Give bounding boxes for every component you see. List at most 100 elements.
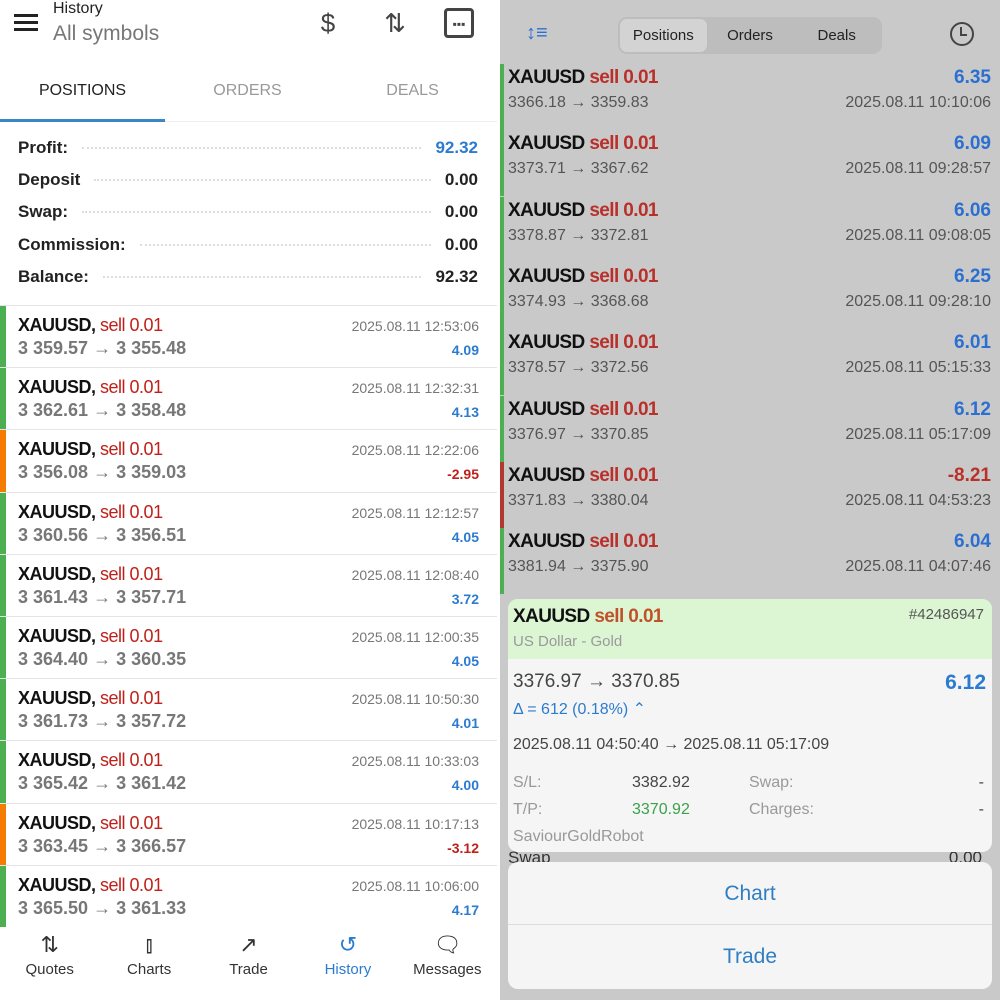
dot-leader — [139, 243, 431, 246]
position-profit: 4.01 — [451, 715, 479, 732]
nav-charts[interactable]: ⫾ Charts — [99, 925, 198, 1000]
segment-deals[interactable]: Deals — [817, 27, 856, 44]
position-prices: 3371.83 → 3380.04 — [508, 491, 649, 509]
charges-label: Charges: — [749, 801, 814, 818]
symbol: XAUUSD, — [18, 501, 96, 522]
segment-orders[interactable]: Orders — [727, 27, 773, 44]
symbol: XAUUSD, — [18, 439, 96, 460]
summary-value: 0.00 — [444, 170, 478, 190]
position-symbol: XAUUSD, sell 0.01 — [18, 377, 163, 398]
position-row[interactable]: XAUUSD, sell 0.01 3 364.40 → 3 360.35 20… — [0, 615, 497, 679]
position-row[interactable]: XAUUSD, sell 0.01 3 365.50 → 3 361.33 20… — [0, 864, 497, 927]
position-row[interactable]: XAUUSD sell 0.01 3378.87 → 3372.81 6.06 … — [500, 196, 1000, 263]
tab-orders[interactable]: ORDERS — [213, 82, 282, 99]
position-row[interactable]: XAUUSD sell 0.01 3378.57 → 3372.56 6.01 … — [500, 329, 1000, 396]
side: sell 0.01 — [100, 377, 163, 398]
position-symbol: XAUUSD, sell 0.01 — [18, 688, 163, 709]
header-subtitle: History — [53, 0, 103, 17]
position-row[interactable]: XAUUSD sell 0.01 3381.94 → 3375.90 6.04 … — [500, 528, 1000, 595]
segment-positions[interactable]: Positions — [620, 19, 707, 52]
tp-value: 3370.92 — [632, 801, 690, 818]
summary-row: Commission: 0.00 — [18, 229, 478, 261]
position-row[interactable]: XAUUSD, sell 0.01 3 361.73 → 3 357.72 20… — [0, 678, 497, 741]
symbol: XAUUSD, — [18, 625, 96, 646]
position-row[interactable]: XAUUSD sell 0.01 3366.18 → 3359.83 6.35 … — [500, 64, 1000, 130]
symbol: XAUUSD — [508, 199, 585, 221]
position-symbol: XAUUSD, sell 0.01 — [18, 875, 163, 896]
position-row[interactable]: XAUUSD, sell 0.01 3 361.43 → 3 357.71 20… — [0, 553, 497, 616]
nav-trade[interactable]: ↗ Trade — [199, 925, 298, 1000]
tab-positions[interactable]: POSITIONS — [38, 82, 127, 99]
symbol-filter[interactable]: All symbols — [53, 22, 160, 45]
summary-label: Balance: — [18, 266, 89, 286]
position-time: 2025.08.11 09:08:05 — [845, 226, 991, 244]
result-bar — [0, 865, 6, 927]
position-row[interactable]: XAUUSD, sell 0.01 3 360.56 → 3 356.51 20… — [0, 491, 497, 554]
side: sell 0.01 — [100, 563, 163, 584]
position-row[interactable]: XAUUSD sell 0.01 3376.97 → 3370.85 6.12 … — [500, 395, 1000, 462]
position-row[interactable]: XAUUSD, sell 0.01 3 363.45 → 3 366.57 20… — [0, 802, 497, 865]
position-symbol: XAUUSD, sell 0.01 — [18, 750, 163, 771]
currency-exchange-icon[interactable]: $ — [320, 8, 336, 38]
result-bar — [0, 306, 6, 368]
result-bar — [0, 679, 6, 741]
result-bar — [500, 528, 504, 595]
position-prices: 3378.57 → 3372.56 — [508, 359, 649, 377]
nav-messages[interactable]: 🗨 Messages — [398, 925, 497, 1000]
symbol: XAUUSD, — [18, 688, 96, 709]
detail-delta[interactable]: Δ = 612 (0.18%) ⌃ — [513, 701, 647, 718]
position-symbol: XAUUSD sell 0.01 — [508, 67, 658, 89]
summary-label: Commission: — [18, 234, 126, 254]
position-time: 2025.08.11 12:32:31 — [351, 380, 479, 397]
position-row[interactable]: XAUUSD sell 0.01 3371.83 → 3380.04 -8.21… — [500, 461, 1000, 528]
position-time: 2025.08.11 10:33:03 — [351, 753, 479, 770]
dot-leader — [102, 275, 422, 278]
position-row[interactable]: XAUUSD, sell 0.01 3 356.08 → 3 359.03 20… — [0, 429, 497, 492]
position-time: 2025.08.11 10:10:06 — [845, 94, 991, 111]
clock-icon[interactable] — [950, 22, 974, 46]
tab-deals[interactable]: DEALS — [386, 82, 439, 99]
position-profit: 6.06 — [954, 199, 991, 221]
summary-value: 0.00 — [444, 202, 478, 222]
side: sell 0.01 — [589, 464, 658, 486]
position-symbol: XAUUSD, sell 0.01 — [18, 626, 163, 647]
sl-value: 3382.92 — [632, 774, 690, 791]
position-prices: 3 361.43 → 3 357.71 — [18, 586, 187, 607]
position-profit: -8.21 — [947, 464, 991, 486]
side: sell 0.01 — [594, 606, 663, 627]
dot-leader — [82, 147, 422, 149]
position-row[interactable]: XAUUSD sell 0.01 3373.71 → 3367.62 6.09 … — [500, 130, 1000, 197]
nav-quotes[interactable]: ⇅ Quotes — [0, 925, 99, 1000]
trade-icon: ↗ — [239, 932, 258, 957]
position-row[interactable]: XAUUSD, sell 0.01 3 365.42 → 3 361.42 20… — [0, 740, 497, 803]
nav-label: Quotes — [25, 961, 74, 978]
symbol: XAUUSD — [508, 265, 585, 287]
nav-label: Trade — [229, 961, 268, 978]
menu-icon[interactable] — [14, 14, 38, 32]
position-symbol: XAUUSD sell 0.01 — [508, 531, 658, 553]
symbol: XAUUSD, — [18, 377, 96, 398]
trade-button[interactable]: Trade — [722, 945, 778, 968]
sort-icon[interactable]: ⇅ — [384, 8, 406, 38]
sort-icon[interactable]: ↕≡ — [526, 22, 548, 44]
symbol: XAUUSD — [508, 332, 585, 354]
dot-leader — [94, 179, 431, 182]
side: sell 0.01 — [100, 501, 163, 522]
nav-history[interactable]: ↺ History — [298, 925, 397, 1000]
result-bar — [500, 64, 504, 130]
summary-value: 92.32 — [435, 266, 478, 286]
calendar-icon[interactable]: ▪▪▪ — [444, 8, 474, 38]
position-row[interactable]: XAUUSD, sell 0.01 3 362.61 → 3 358.48 20… — [0, 367, 497, 430]
position-profit: 6.12 — [954, 398, 991, 420]
history-tabs: POSITIONS ORDERS DEALS — [0, 62, 497, 122]
position-row[interactable]: XAUUSD sell 0.01 3374.93 → 3368.68 6.25 … — [500, 262, 1000, 329]
detail-times: 2025.08.11 04:50:40 → 2025.08.11 05:17:0… — [513, 736, 830, 753]
position-row[interactable]: XAUUSD, sell 0.01 3 359.57 → 3 355.48 20… — [0, 305, 497, 368]
charges-value: - — [978, 801, 984, 818]
positions-list[interactable]: XAUUSD, sell 0.01 3 359.57 → 3 355.48 20… — [0, 305, 497, 927]
segment-control: Positions Orders Deals — [618, 17, 882, 54]
symbol: XAUUSD — [508, 531, 585, 553]
side: sell 0.01 — [100, 625, 163, 646]
chart-button[interactable]: Chart — [508, 862, 992, 925]
result-bar — [500, 130, 504, 197]
